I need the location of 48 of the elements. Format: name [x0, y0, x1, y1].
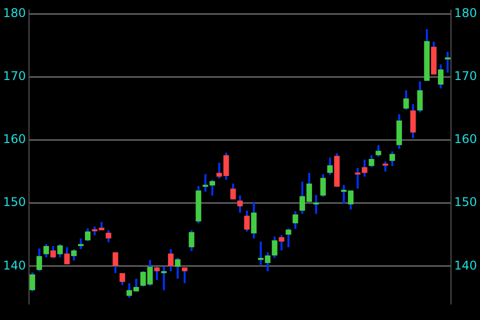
- candlestick: [417, 80, 423, 114]
- candlestick: [64, 246, 70, 266]
- candlestick: [382, 160, 388, 173]
- candlestick: [244, 210, 250, 232]
- y2-tick-label: 170: [454, 69, 477, 84]
- candlestick: [106, 229, 112, 244]
- y2-tick-label: 160: [454, 132, 477, 146]
- candlestick: [230, 182, 236, 200]
- candlestick: [403, 89, 409, 111]
- candlestick: [30, 271, 36, 292]
- candlestick: [368, 154, 374, 168]
- candlestick: [251, 200, 257, 240]
- candlestick: [174, 256, 180, 280]
- y2-tick-label: 150: [454, 195, 477, 210]
- candlestick: [43, 243, 49, 258]
- candlestick: [272, 236, 278, 259]
- candlestick: [182, 266, 188, 284]
- y-tick-label: 150: [3, 195, 26, 210]
- candlestick: [78, 237, 84, 250]
- candlestick: [112, 251, 118, 274]
- y-tick-label: 140: [3, 258, 26, 272]
- candlestick: [438, 63, 444, 90]
- candlestick: [161, 265, 167, 292]
- candlestick: [71, 248, 77, 262]
- y-tick-label: 180: [3, 6, 26, 20]
- y2-tick-label: 180: [454, 6, 477, 20]
- candlestick: [327, 156, 333, 176]
- candlestick: [444, 50, 450, 74]
- y-tick-label: 160: [3, 132, 26, 146]
- candlestick: [50, 244, 56, 259]
- candlestick: [84, 227, 91, 242]
- candlestick: [154, 266, 160, 282]
- candlestick: [286, 227, 292, 248]
- candlestick: [320, 173, 326, 198]
- candlestick: [57, 243, 63, 258]
- candlestick: [36, 248, 42, 272]
- candlestick: [278, 234, 284, 252]
- candlestick: [237, 194, 243, 214]
- candlestick: [376, 144, 382, 158]
- candlestick: [188, 229, 194, 252]
- y2-tick-label: 140: [454, 258, 477, 272]
- y-tick-label: 170: [3, 69, 26, 84]
- candlestick: [120, 272, 126, 286]
- candlestick: [292, 210, 298, 230]
- candlestick: [390, 150, 396, 167]
- candlestick: [410, 103, 416, 140]
- candlestick: [313, 194, 319, 215]
- candlestick: [168, 248, 174, 272]
